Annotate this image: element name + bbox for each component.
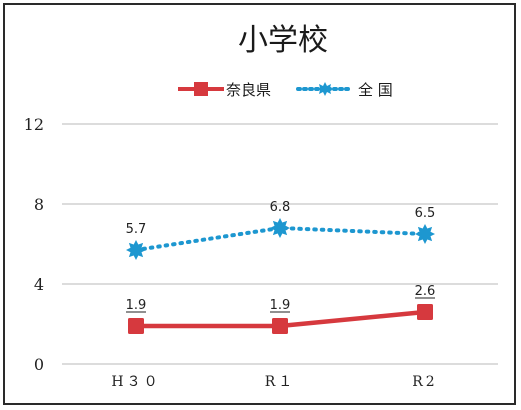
x-tick-label: H３０	[111, 374, 160, 390]
series-nara: 1.9 1.9 2.6	[126, 284, 436, 334]
x-tick-label: R１	[265, 374, 296, 390]
x-axis: H３０ R１ R2	[111, 374, 437, 390]
legend-national-label: 全 国	[358, 81, 393, 99]
data-point-national	[415, 224, 435, 244]
legend-nara-marker	[194, 82, 208, 96]
y-tick-label: 0	[34, 355, 44, 374]
data-point-nara	[417, 304, 433, 320]
data-label-nara: 1.9	[126, 298, 147, 313]
y-axis: 0 4 8 12	[24, 115, 44, 374]
y-tick-label: 4	[34, 275, 44, 294]
series-national: 5.7 6.8 6.5	[126, 200, 436, 260]
legend-nara-label: 奈良県	[226, 81, 271, 99]
data-label-national: 6.5	[415, 206, 436, 221]
data-point-nara	[128, 318, 144, 334]
y-tick-label: 8	[34, 195, 44, 214]
data-point-national	[126, 240, 146, 260]
data-point-nara	[272, 318, 288, 334]
legend: 奈良県 全 国	[178, 81, 393, 99]
gridlines	[62, 123, 498, 365]
data-point-national	[270, 218, 290, 238]
chart-title: 小学校	[238, 23, 328, 58]
data-label-nara: 1.9	[270, 298, 291, 313]
data-label-nara: 2.6	[415, 284, 436, 299]
legend-national-marker	[316, 82, 334, 96]
y-tick-label: 12	[24, 115, 44, 134]
data-label-national: 6.8	[270, 200, 291, 215]
x-tick-label: R2	[412, 374, 437, 390]
data-label-national: 5.7	[126, 222, 147, 237]
series-layer: 1.9 1.9 2.6 5.7 6.8 6.5	[126, 200, 436, 334]
